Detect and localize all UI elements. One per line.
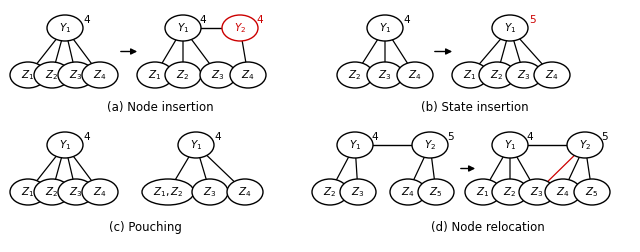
- Text: $Y_{1}$: $Y_{1}$: [379, 21, 391, 35]
- Ellipse shape: [412, 132, 448, 158]
- Ellipse shape: [47, 132, 83, 158]
- Ellipse shape: [34, 62, 70, 88]
- Text: $Z_{4}$: $Z_{4}$: [93, 185, 107, 199]
- Text: $Y_{1}$: $Y_{1}$: [349, 138, 361, 152]
- Text: $Z_{3}$: $Z_{3}$: [69, 185, 83, 199]
- Text: $Y_{1}$: $Y_{1}$: [59, 21, 71, 35]
- Ellipse shape: [545, 179, 581, 205]
- Text: (b) State insertion: (b) State insertion: [421, 102, 529, 114]
- Ellipse shape: [397, 62, 433, 88]
- Ellipse shape: [337, 62, 373, 88]
- Ellipse shape: [492, 132, 528, 158]
- Text: $Z_{4}$: $Z_{4}$: [401, 185, 415, 199]
- Text: $Y_{2}$: $Y_{2}$: [579, 138, 591, 152]
- Text: $Z_{2}$: $Z_{2}$: [348, 68, 362, 82]
- Text: $Y_{1}$: $Y_{1}$: [504, 21, 516, 35]
- Text: 5: 5: [529, 15, 535, 25]
- Text: $Z_{1}$: $Z_{1}$: [148, 68, 162, 82]
- Ellipse shape: [574, 179, 610, 205]
- Text: 4: 4: [84, 15, 90, 25]
- Ellipse shape: [312, 179, 348, 205]
- Ellipse shape: [367, 15, 403, 41]
- Text: $Z_{4}$: $Z_{4}$: [238, 185, 252, 199]
- Ellipse shape: [165, 15, 201, 41]
- Text: $Z_1,Z_2$: $Z_1,Z_2$: [153, 185, 183, 199]
- Text: $Z_{1}$: $Z_{1}$: [463, 68, 477, 82]
- Text: $Z_{1}$: $Z_{1}$: [21, 68, 35, 82]
- Ellipse shape: [10, 62, 46, 88]
- Ellipse shape: [200, 62, 236, 88]
- Text: $Y_{1}$: $Y_{1}$: [190, 138, 202, 152]
- Ellipse shape: [47, 15, 83, 41]
- Text: $Z_{4}$: $Z_{4}$: [241, 68, 255, 82]
- Text: $Z_{4}$: $Z_{4}$: [93, 68, 107, 82]
- Ellipse shape: [142, 179, 194, 205]
- Text: $Z_{5}$: $Z_{5}$: [429, 185, 443, 199]
- Ellipse shape: [137, 62, 173, 88]
- Text: $Z_{3}$: $Z_{3}$: [378, 68, 392, 82]
- Ellipse shape: [340, 179, 376, 205]
- Text: 5: 5: [602, 132, 608, 142]
- Text: $Y_{1}$: $Y_{1}$: [177, 21, 189, 35]
- Ellipse shape: [479, 62, 515, 88]
- Ellipse shape: [492, 179, 528, 205]
- Text: $Z_{2}$: $Z_{2}$: [45, 185, 59, 199]
- Ellipse shape: [492, 15, 528, 41]
- Text: (a) Node insertion: (a) Node insertion: [107, 102, 213, 114]
- Text: $Z_{4}$: $Z_{4}$: [545, 68, 559, 82]
- Text: 4: 4: [527, 132, 533, 142]
- Ellipse shape: [34, 179, 70, 205]
- Ellipse shape: [165, 62, 201, 88]
- Ellipse shape: [506, 62, 542, 88]
- Text: $Z_{2}$: $Z_{2}$: [45, 68, 59, 82]
- Text: 4: 4: [404, 15, 410, 25]
- Ellipse shape: [465, 179, 501, 205]
- Text: 4: 4: [372, 132, 378, 142]
- Ellipse shape: [390, 179, 426, 205]
- Text: $Z_{2}$: $Z_{2}$: [490, 68, 504, 82]
- Ellipse shape: [230, 62, 266, 88]
- Ellipse shape: [337, 132, 373, 158]
- Text: 4: 4: [200, 15, 206, 25]
- Ellipse shape: [567, 132, 603, 158]
- Ellipse shape: [82, 179, 118, 205]
- Ellipse shape: [227, 179, 263, 205]
- Ellipse shape: [178, 132, 214, 158]
- Text: $Z_{3}$: $Z_{3}$: [204, 185, 217, 199]
- Ellipse shape: [222, 15, 258, 41]
- Text: $Z_{2}$: $Z_{2}$: [323, 185, 337, 199]
- Ellipse shape: [519, 179, 555, 205]
- Text: $Z_{2}$: $Z_{2}$: [504, 185, 516, 199]
- Ellipse shape: [58, 179, 94, 205]
- Text: $Z_{1}$: $Z_{1}$: [21, 185, 35, 199]
- Text: $Z_{2}$: $Z_{2}$: [177, 68, 189, 82]
- Ellipse shape: [58, 62, 94, 88]
- Text: $Y_{1}$: $Y_{1}$: [59, 138, 71, 152]
- Text: (c) Pouching: (c) Pouching: [109, 222, 181, 235]
- Text: 5: 5: [447, 132, 453, 142]
- Text: 4: 4: [84, 132, 90, 142]
- Text: $Z_{4}$: $Z_{4}$: [556, 185, 570, 199]
- Text: $Y_{2}$: $Y_{2}$: [234, 21, 246, 35]
- Text: $Y_{2}$: $Y_{2}$: [424, 138, 436, 152]
- Text: $Z_{4}$: $Z_{4}$: [408, 68, 422, 82]
- Text: $Z_{3}$: $Z_{3}$: [211, 68, 225, 82]
- Ellipse shape: [367, 62, 403, 88]
- Text: $Y_{1}$: $Y_{1}$: [504, 138, 516, 152]
- Text: $Z_{3}$: $Z_{3}$: [351, 185, 365, 199]
- Text: $Z_{3}$: $Z_{3}$: [531, 185, 544, 199]
- Ellipse shape: [192, 179, 228, 205]
- Ellipse shape: [534, 62, 570, 88]
- Ellipse shape: [82, 62, 118, 88]
- Text: $Z_{3}$: $Z_{3}$: [517, 68, 531, 82]
- Ellipse shape: [452, 62, 488, 88]
- Text: $Z_{1}$: $Z_{1}$: [476, 185, 490, 199]
- Text: $Z_{3}$: $Z_{3}$: [69, 68, 83, 82]
- Ellipse shape: [10, 179, 46, 205]
- Text: 4: 4: [257, 15, 263, 25]
- Ellipse shape: [418, 179, 454, 205]
- Text: 4: 4: [214, 132, 221, 142]
- Text: (d) Node relocation: (d) Node relocation: [431, 222, 545, 235]
- Text: $Z_{5}$: $Z_{5}$: [586, 185, 598, 199]
